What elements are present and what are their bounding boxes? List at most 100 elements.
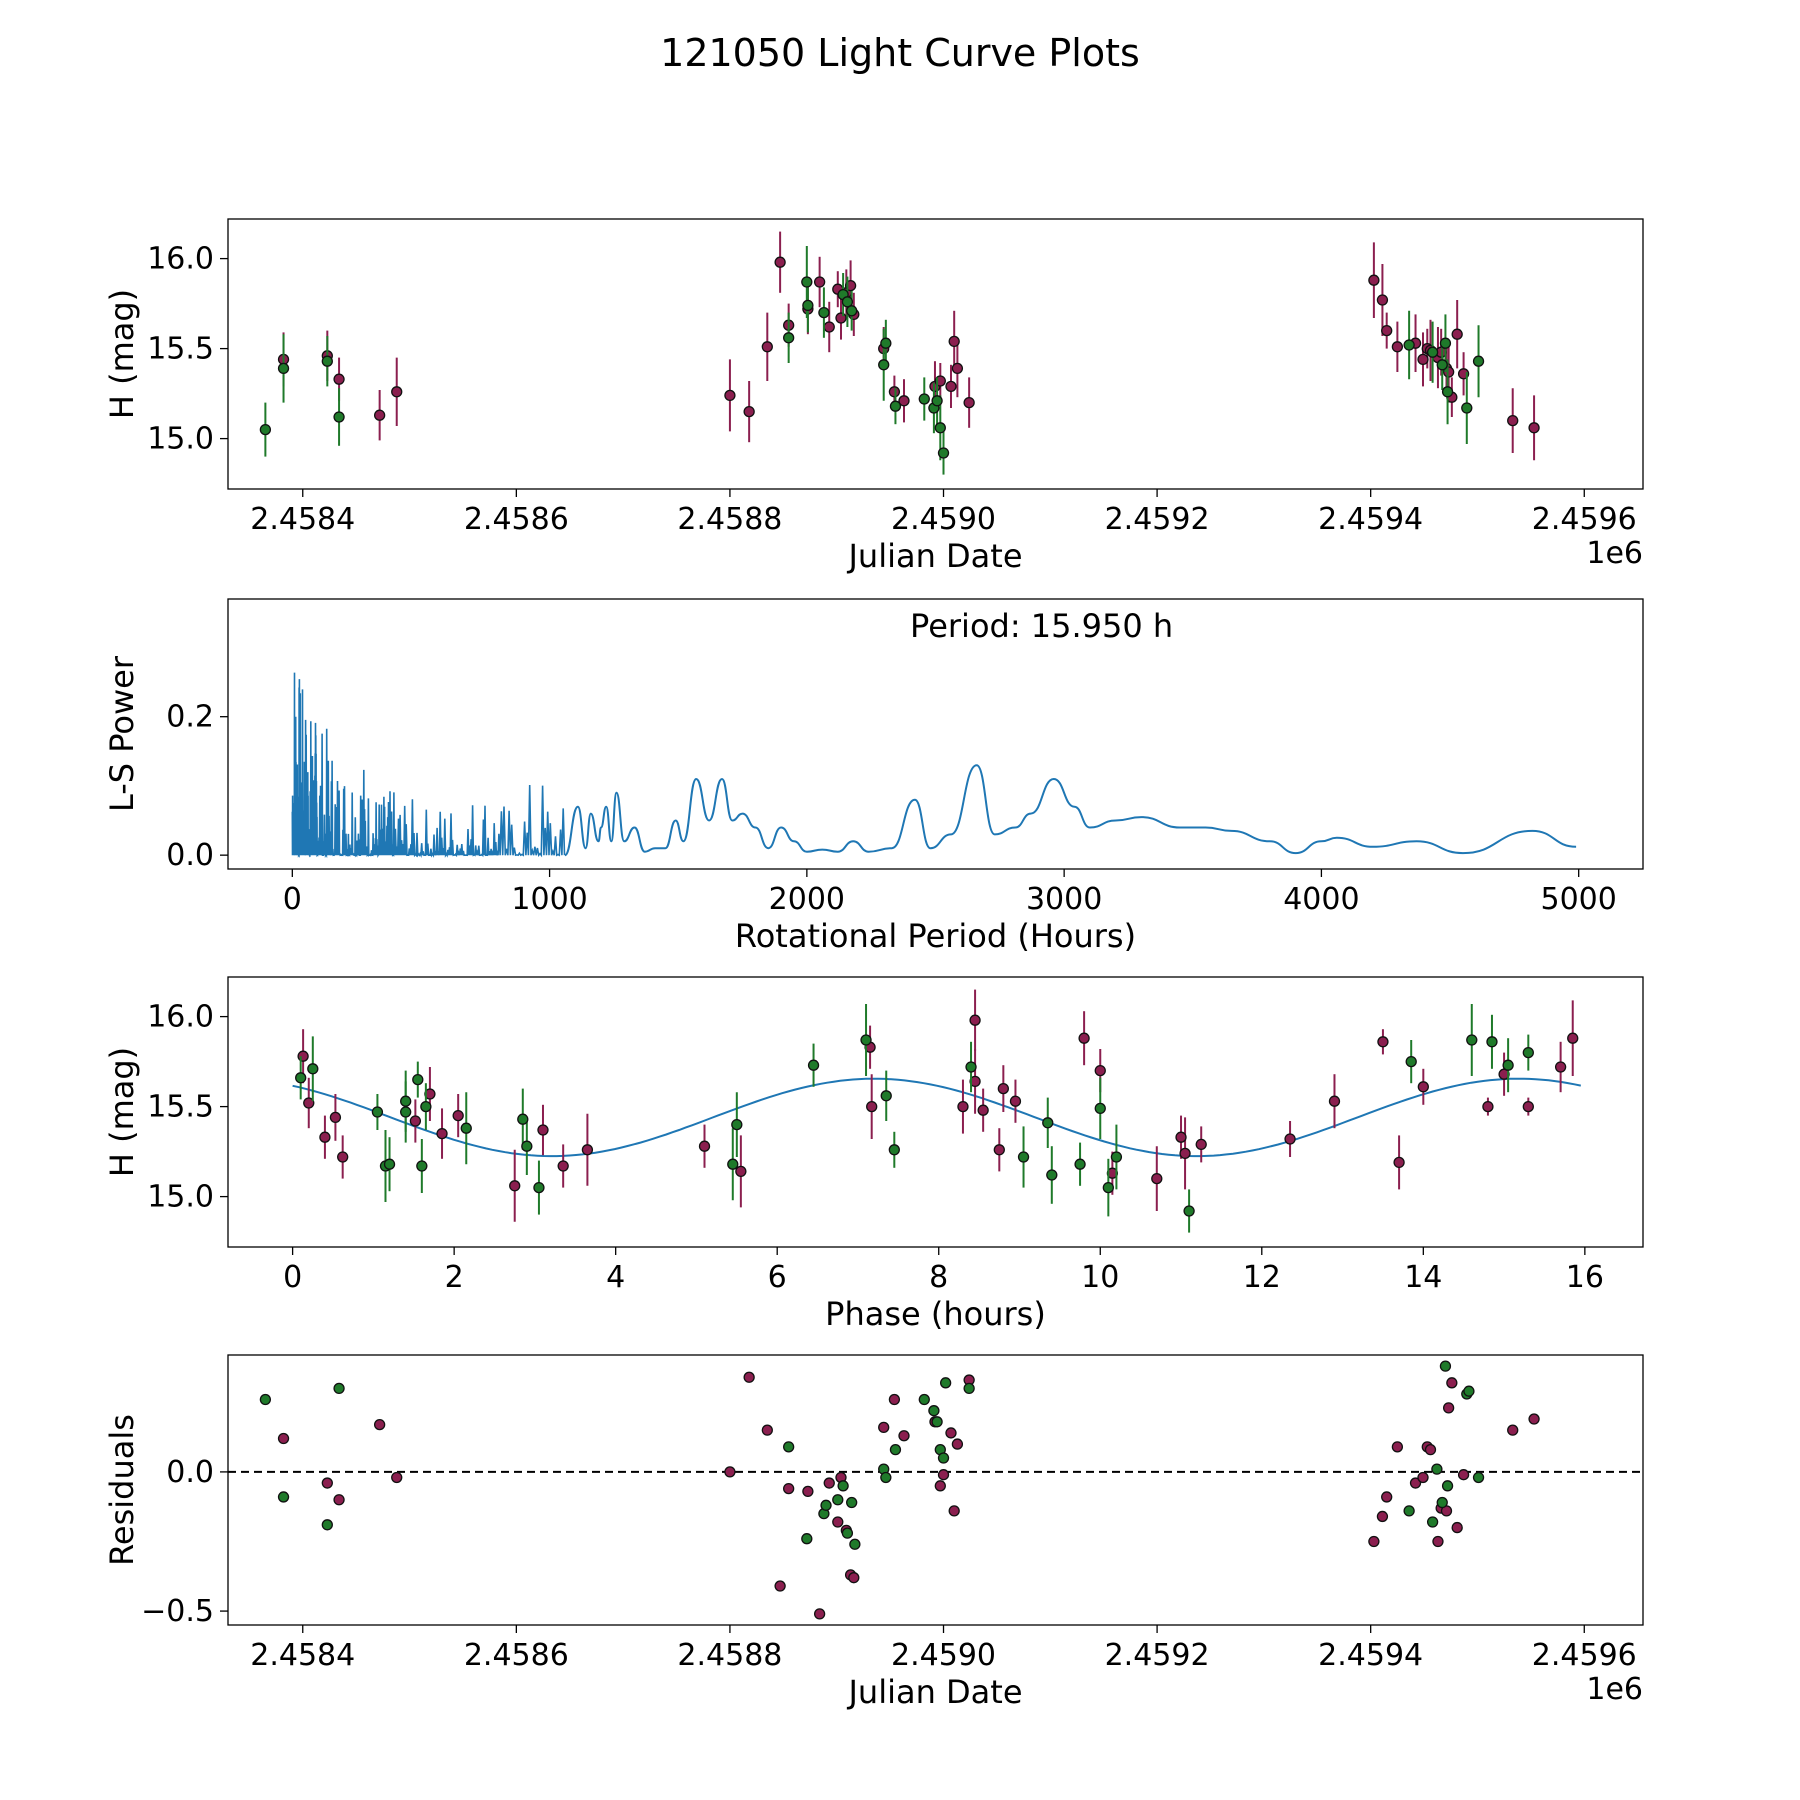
x-tick-label: 2.4586 [464,1638,569,1673]
data-point [1042,1117,1054,1129]
data-point [1441,386,1454,398]
data-point [1151,1172,1163,1185]
data-point [761,341,773,353]
data-point [1472,355,1485,367]
data-point [321,1477,333,1489]
data-point [1009,1095,1022,1107]
x-tick-label: 2.4596 [1532,1638,1637,1673]
data-point [277,1432,290,1445]
x-tick-label: 2.4594 [1318,502,1423,537]
data-point [1507,414,1519,427]
data-point [412,1073,424,1086]
data-point [802,299,814,312]
data-point [948,1505,960,1517]
x-tick-label: 8 [929,1260,948,1295]
data-point [783,1482,795,1495]
data-point [373,409,386,421]
x-axis-label: Julian Date [846,1673,1022,1711]
axes-frame [227,976,1644,1248]
periodogram-noise-line [291,672,566,859]
data-point [724,1466,736,1478]
series-maroon [277,1371,1540,1620]
figure-title: 121050 Light Curve Plots [660,31,1140,75]
data-point [802,1485,814,1498]
data-point [1466,1034,1478,1046]
data-point [1507,1424,1519,1436]
data-point [945,380,957,393]
x-tick-label: 2 [445,1260,464,1295]
panel-periodogram: Period: 15.950 h 0 1000 2000 3000 4000 5000 0.0… [103,598,1644,955]
data-point [965,1061,977,1073]
data-point [951,362,964,375]
y-tick-label: 0.2 [166,700,214,735]
data-point [731,1118,743,1131]
data-point [1046,1169,1058,1181]
data-point [724,389,736,402]
data-point [416,1160,428,1172]
data-point [1094,1064,1106,1077]
data-point [1284,1133,1296,1145]
y-tick-label: 16.0 [147,242,214,277]
data-point [934,1480,946,1492]
data-point [957,1100,969,1113]
data-point [977,1104,989,1116]
series-maroon [297,989,1579,1222]
period-annotation: Period: 15.950 h [910,607,1173,645]
data-point [319,1131,331,1143]
y-tick-label: 16.0 [147,1000,214,1035]
data-point [888,1393,901,1406]
data-point [963,396,975,409]
data-point [1463,1385,1475,1397]
data-point [329,1111,342,1124]
x-tick-label: 2.4590 [891,502,996,537]
x-tick-label: 4 [606,1260,625,1295]
data-point [537,1124,549,1136]
data-point [993,1144,1005,1156]
data-point [303,1097,315,1109]
data-point [383,1158,396,1170]
data-point [898,1430,910,1442]
x-tick-label: 2.4586 [464,502,569,537]
data-point [1381,1491,1393,1503]
data-point [581,1144,594,1156]
periodogram-line [564,764,1577,857]
data-point [928,1405,940,1417]
data-point [1405,1055,1417,1068]
data-point [391,386,403,398]
data-point [307,1063,319,1075]
data-point [807,1059,820,1071]
plot-area [292,989,1581,1233]
data-point [860,1034,872,1046]
data-point [1094,1102,1106,1115]
y-axis-label: H (mag) [103,1047,141,1177]
data-point [1017,1151,1030,1163]
data-point [1424,1443,1437,1456]
y-tick-label: 15.5 [147,332,214,367]
data-point [321,1519,333,1531]
x-tick-label: 2.4588 [677,1638,782,1673]
plot-area [228,1360,1643,1620]
data-point [783,332,795,344]
data-point [774,1580,786,1592]
data-point [849,1538,861,1550]
data-point [295,1072,307,1084]
axes-frame [227,1354,1644,1626]
data-point [848,1572,860,1584]
data-point [1439,337,1452,349]
data-point [1368,274,1380,286]
panel-lightcurve: 2.4584 2.4586 2.4588 2.4590 2.4592 2.4594 2.45… [103,218,1644,575]
x-tick-label: 2.4590 [891,1638,996,1673]
data-point [937,1469,950,1481]
x-tick-label: 10 [1081,1260,1119,1295]
data-point [400,1106,412,1118]
x-tick-label: 3000 [1026,882,1102,917]
plot-area [259,231,1540,475]
data-point [1432,1535,1444,1548]
x-tick-label: 16 [1566,1260,1604,1295]
data-point [1102,1181,1114,1194]
y-tick-label: 15.0 [147,1180,214,1215]
data-point [1439,1360,1452,1372]
x-tick-label: 6 [768,1260,787,1295]
data-point [878,1421,890,1434]
data-point [1393,1156,1405,1169]
